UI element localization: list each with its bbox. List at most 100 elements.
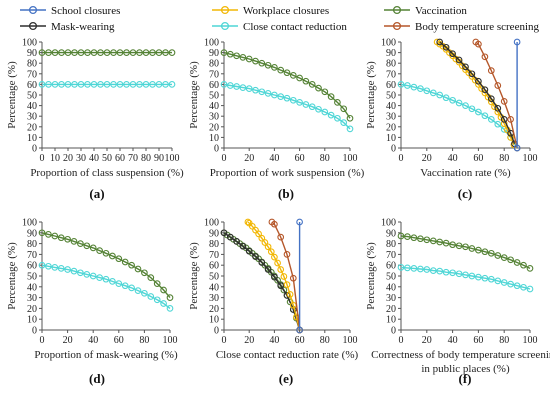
series-line [400,266,531,290]
legend-label: Close contact reduction [243,21,347,33]
data-point [417,265,424,273]
data-point [442,239,450,247]
data-point [83,242,91,250]
data-point [258,234,266,242]
data-point [51,81,59,88]
y-axis-label: Percentage (%) [188,61,200,129]
data-point [289,274,297,282]
y-tick-label: 100 [381,38,396,49]
series-vaccination [397,232,534,272]
data-point [97,81,104,88]
y-tick-label: 10 [386,133,396,144]
data-point [494,104,502,112]
y-tick-label: 80 [209,239,219,250]
data-point [277,66,285,74]
data-point [149,81,156,88]
data-point [160,286,167,294]
panel-label: (c) [458,186,472,201]
data-point [423,87,431,95]
y-tick-label: 30 [209,293,219,304]
data-point [468,272,476,280]
x-tick-label: 40 [448,335,458,346]
x-tick-label: 100 [523,335,538,346]
y-tick-label: 10 [209,133,219,144]
data-point [481,86,489,94]
data-point [57,234,65,242]
data-point [141,289,148,297]
data-point [153,296,161,304]
x-tick-label: 0 [399,153,404,164]
data-point [258,88,266,96]
data-point [109,252,116,260]
data-point [58,49,65,56]
data-point [245,247,253,255]
y-tick-label: 50 [209,91,219,102]
data-point [274,259,281,267]
series-close-contact-reduction [220,81,354,133]
data-point [45,262,52,270]
data-point [149,49,156,56]
data-point [261,239,269,246]
data-point [271,253,278,261]
data-point [110,49,117,56]
data-point [520,283,527,291]
x-tick-label: 0 [40,153,45,164]
data-point [96,247,103,254]
y-tick-label: 0 [391,326,396,337]
panel-label: (f) [459,371,472,386]
data-point [264,266,272,273]
data-point [103,81,111,88]
data-point [289,96,297,104]
x-tick-label: 80 [139,335,149,346]
x-tick-label: 90 [154,153,164,164]
y-tick-label: 100 [22,218,37,229]
x-axis-label: Close contact reduction rate (%) [216,349,359,361]
y-tick-label: 80 [386,59,396,70]
data-point [340,119,348,126]
y-tick-label: 50 [27,272,37,283]
data-point [280,286,288,294]
series-school-closures [296,218,303,334]
data-point [38,229,46,237]
data-point [71,81,78,88]
x-tick-label: 40 [269,153,279,164]
y-tick-label: 40 [27,101,37,112]
data-point [468,245,476,252]
data-point [147,274,155,281]
data-point [308,103,316,111]
x-tick-label: 80 [141,153,151,164]
data-point [494,277,502,285]
x-tick-label: 20 [244,335,254,346]
data-point [97,49,104,56]
series-vaccination [38,229,174,301]
data-point [455,99,463,107]
data-point [142,49,150,56]
y-tick-label: 20 [209,304,219,315]
y-tick-label: 10 [386,315,396,326]
data-point [77,269,84,277]
y-tick-label: 20 [386,304,396,315]
y-tick-label: 90 [209,48,219,59]
data-point [423,236,431,244]
y-tick-label: 80 [27,239,37,250]
legend-item-school-closures: School closures [20,5,120,17]
data-point [455,56,463,64]
data-point [296,326,303,334]
x-tick-label: 0 [40,335,45,346]
data-point [162,81,169,88]
y-tick-label: 10 [27,133,37,144]
series-line [439,41,516,145]
data-point [449,96,456,104]
y-tick-label: 0 [391,144,396,155]
data-point [321,88,329,96]
y-tick-label: 60 [27,80,37,91]
data-point [45,81,52,88]
x-tick-label: 60 [295,335,305,346]
data-point [487,95,495,103]
data-point [462,271,469,279]
x-axis-label: Correctness of body temperature screenin… [371,349,550,375]
data-point [455,242,463,250]
data-point [277,233,285,241]
y-tick-label: 60 [386,80,396,91]
